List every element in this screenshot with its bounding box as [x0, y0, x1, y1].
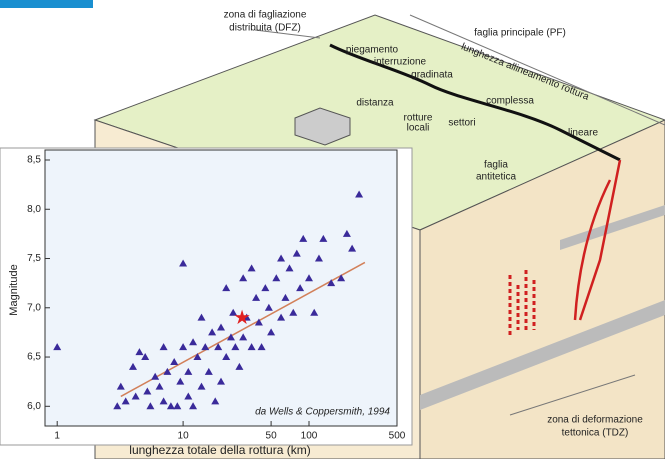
- diagram-label: zona di fagliazione: [224, 10, 307, 21]
- diagram-label: lineare: [568, 128, 598, 139]
- y-tick-label: 7,5: [27, 253, 41, 264]
- x-tick-label: 50: [266, 431, 278, 442]
- y-tick-label: 7,0: [27, 302, 41, 313]
- diagram-label: tettonica (TDZ): [562, 428, 629, 439]
- y-axis-label: Magnitude: [8, 264, 20, 315]
- diagram-label: antitetica: [476, 172, 516, 183]
- x-axis-label: lunghezza totale della rottura (km): [129, 443, 310, 457]
- diagram-label: locali: [407, 123, 430, 134]
- diagram-label: settori: [448, 118, 475, 129]
- diagram-label: gradinata: [411, 70, 453, 81]
- diagram-label: distribuita (DFZ): [229, 23, 301, 34]
- diagram-label: interruzione: [374, 57, 427, 68]
- x-tick-label: 1: [54, 431, 60, 442]
- y-tick-label: 8,5: [27, 155, 41, 166]
- diagram-label: piegamento: [346, 45, 399, 56]
- y-tick-label: 6,5: [27, 352, 41, 363]
- x-tick-label: 100: [301, 431, 318, 442]
- figure: zona di fagliazione distribuita (DFZ) fagl…: [0, 0, 665, 459]
- x-tick-label: 500: [389, 431, 406, 442]
- diagram-label: faglia: [484, 160, 508, 171]
- diagram-label: zona di deformazione: [547, 415, 643, 426]
- diagram-label: complessa: [486, 96, 534, 107]
- annotation: da Wells & Coppersmith, 1994: [255, 407, 390, 418]
- corner-tab: [0, 0, 93, 8]
- diagram-label: faglia principale (PF): [474, 28, 566, 39]
- x-tick-label: 10: [178, 431, 190, 442]
- y-tick-label: 8,0: [27, 204, 41, 215]
- diagram-label: distanza: [356, 98, 394, 109]
- y-tick-label: 6,0: [27, 401, 41, 412]
